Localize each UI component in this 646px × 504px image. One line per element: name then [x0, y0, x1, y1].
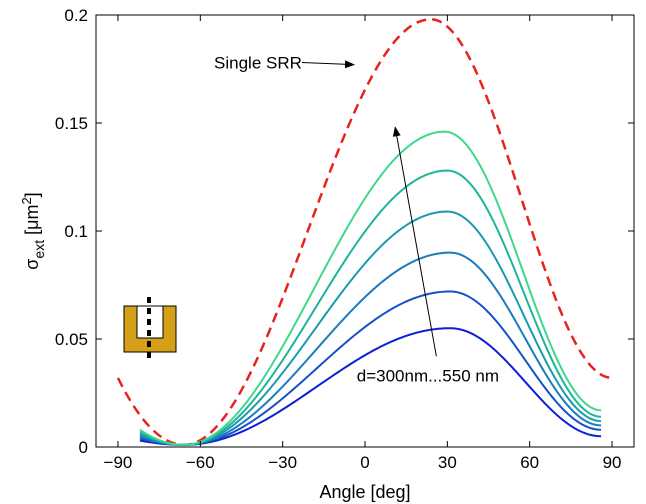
- y-tick-label: 0.05: [55, 330, 88, 349]
- coupled-srr-curve-1: [139, 327, 602, 446]
- y-axis-label-symbol: σ: [22, 259, 42, 270]
- y-tick-label: 0.2: [64, 6, 88, 25]
- y-tick-label: 0.15: [55, 114, 88, 133]
- x-tick-label: 30: [438, 453, 457, 472]
- x-tick-label: 60: [520, 453, 539, 472]
- annotations: Single SRR d=300nm...550 nm: [214, 54, 499, 386]
- y-axis-label-subscript: ext: [31, 240, 47, 259]
- x-tick-label: −60: [186, 453, 215, 472]
- annotation-label: Single SRR: [214, 54, 302, 73]
- curves-layer: [116, 18, 613, 447]
- x-tick-label: 90: [603, 453, 622, 472]
- y-axis-label-superscript: 2: [19, 197, 34, 204]
- annotation-arrow: [392, 126, 437, 357]
- y-tick-label: 0: [79, 438, 88, 457]
- srr-u-body: [123, 305, 177, 353]
- coupled-srr-curve-4: [139, 210, 602, 446]
- single-srr-curve: [116, 18, 613, 447]
- coupled-srr-curve-3: [139, 251, 602, 446]
- y-axis-label-unit: [μm: [22, 205, 42, 240]
- annotation-arrow: [301, 60, 356, 69]
- tick-labels: −90 −60 −30 0 30 60 90 0 0.05 0.1 0.15 0.2: [55, 6, 622, 472]
- y-axis-label: σext [μm2]: [19, 192, 47, 269]
- axis-ticks: [96, 14, 634, 448]
- x-tick-label: −90: [104, 453, 133, 472]
- annotation-label: d=300nm...550 nm: [357, 367, 499, 386]
- coupled-srr-curve-6: [139, 130, 602, 446]
- x-axis-label: Angle [deg]: [319, 482, 410, 502]
- x-tick-label: −30: [268, 453, 297, 472]
- coupled-srr-curve-5: [139, 169, 602, 446]
- x-tick-label: 0: [360, 453, 369, 472]
- y-axis-label-unit-close: ]: [22, 192, 42, 197]
- y-tick-label: 0.1: [64, 222, 88, 241]
- coupled-srr-curve-2: [139, 290, 602, 446]
- srr-u-shape-icon: [123, 297, 177, 358]
